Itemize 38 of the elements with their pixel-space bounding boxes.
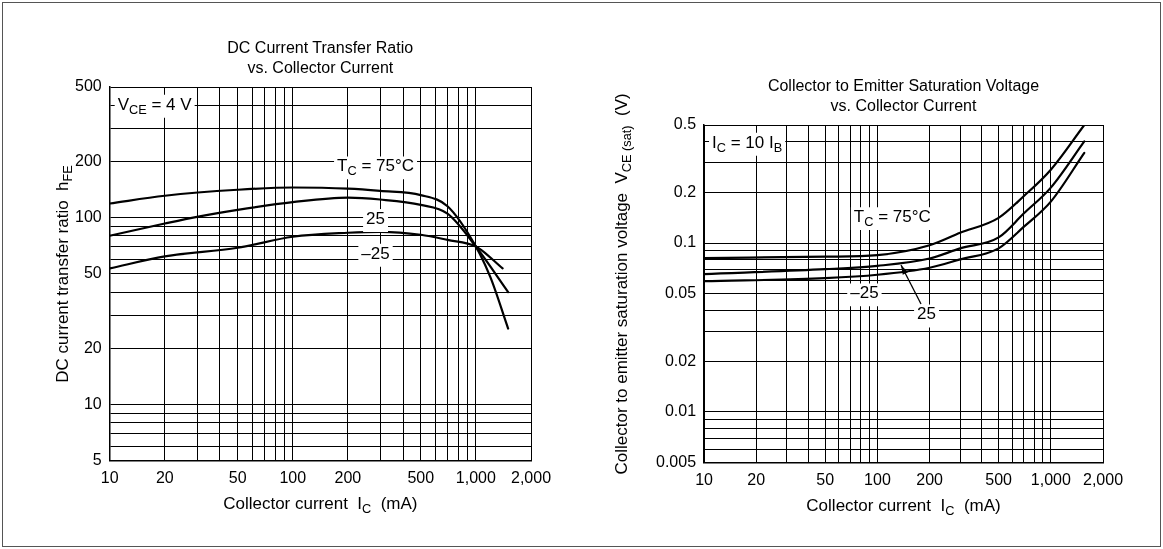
y-tick-label: 0.2 [673,182,697,200]
x-tick-label: 10 [100,468,119,486]
y-tick-label: 0.1 [673,233,697,251]
x-tick-label: 20 [155,468,174,486]
x-tick-label: 20 [747,470,766,488]
x-tick-label: 200 [334,468,362,486]
chart-title: DC Current Transfer Ratio vs. Collector Current [227,39,414,77]
chart-title: Collector to Emitter Saturation Voltage vs. Collector Current [767,77,1040,115]
y-tick-label: 200 [74,151,102,169]
x-tick-label: 10 [695,470,714,488]
x-tick-label: 1,000 [455,468,496,486]
y-axis-title: Collector to emitter saturation voltage VCE (sat) (V) [611,93,634,475]
y-tick-label: 0.005 [655,453,697,471]
x-tick-label: 2,000 [1082,470,1124,488]
series-label: 25 [366,208,386,228]
x-tick-label: 1,000 [1030,470,1071,488]
series-label: –25 [361,243,390,263]
x-tick-label: 50 [228,468,247,486]
x-tick-label: 500 [407,468,435,486]
text: 25 [917,304,936,324]
y-tick-label: 5 [92,451,102,469]
y-tick-label: 0.5 [673,115,697,133]
y-tick-label: 50 [83,264,102,282]
x-tick-label: 50 [816,470,835,488]
x-tick-label: 200 [916,470,944,488]
y-tick-label: 0.05 [664,284,697,302]
y-tick-label: 100 [74,208,102,226]
y-tick-label: 0.01 [664,402,697,420]
y-tick-label: 10 [83,394,102,412]
y-axis-title: DC current transfer ratio hFE [53,165,76,383]
y-tick-label: 0.02 [664,351,697,369]
y-tick-label: 500 [74,77,102,95]
x-tick-label: 500 [985,470,1013,488]
x-tick-label: 100 [279,468,307,486]
x-tick-label: 100 [864,470,891,488]
x-tick-label: 2,000 [510,468,552,486]
y-tick-label: 20 [83,338,102,356]
series-label: –25 [850,283,879,303]
